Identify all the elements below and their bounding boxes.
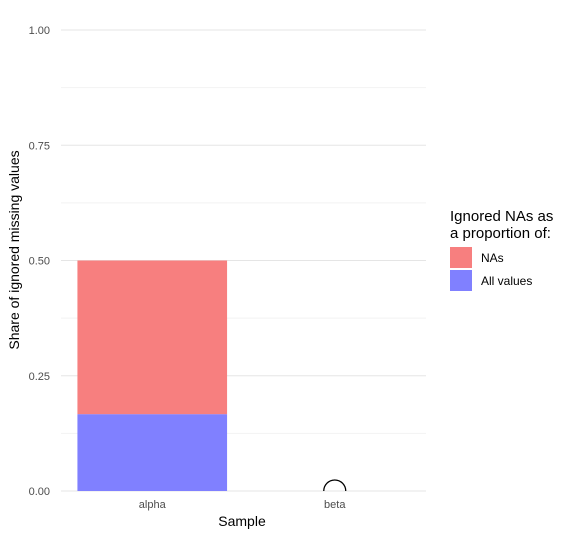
x-axis-title: Sample xyxy=(218,513,266,529)
legend-title-line2: a proportion of: xyxy=(450,225,551,242)
legend-swatch xyxy=(450,270,472,291)
y-tick-label: 0.75 xyxy=(29,140,50,152)
legend: Ignored NAs as a proportion of: NAs All v… xyxy=(450,208,553,291)
y-axis-title: Share of ignored missing values xyxy=(6,150,22,349)
x-axis-ticks: alpha beta xyxy=(139,499,347,511)
y-tick-label: 0.00 xyxy=(29,486,50,498)
legend-label: NAs xyxy=(481,251,504,265)
legend-items: NAs All values xyxy=(450,247,532,291)
legend-swatch xyxy=(450,247,472,268)
legend-label: All values xyxy=(481,274,532,288)
x-tick-label: alpha xyxy=(139,499,167,511)
y-tick-label: 0.25 xyxy=(29,371,50,383)
point-marker xyxy=(323,479,347,492)
y-tick-label: 1.00 xyxy=(29,25,50,37)
bar-segment xyxy=(77,260,228,415)
markers xyxy=(323,479,347,492)
bars xyxy=(77,260,228,491)
y-axis-ticks: 0.00 0.25 0.50 0.75 1.00 xyxy=(29,25,50,498)
bar-segment xyxy=(77,414,228,491)
legend-title-line1: Ignored NAs as xyxy=(450,208,553,225)
x-tick-label: beta xyxy=(324,499,346,511)
y-tick-label: 0.50 xyxy=(29,256,50,268)
